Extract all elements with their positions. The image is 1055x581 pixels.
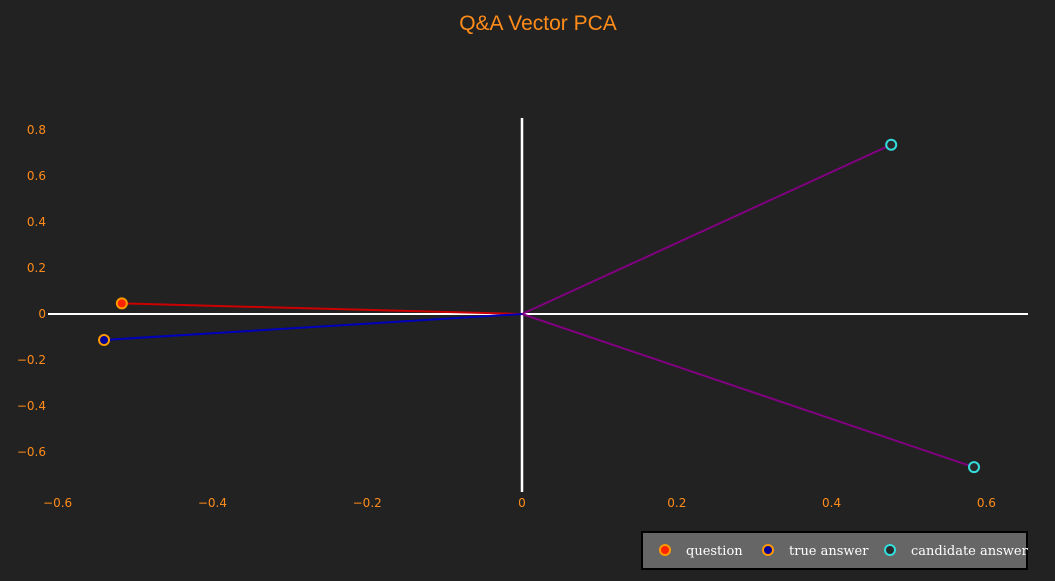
y-tick-label: 0 [38,307,46,321]
y-tick-label: 0.2 [27,261,46,275]
y-tick-label: −0.6 [17,445,46,459]
x-tick-label: 0.6 [977,496,996,510]
axes [48,118,1028,492]
x-tick-label: −0.2 [353,496,382,510]
vector-lines [103,143,975,469]
y-tick-label: 0.4 [27,215,46,229]
question-vector [121,302,523,315]
vector-markers [98,138,981,474]
x-tick-label: −0.6 [43,496,72,510]
true-answer-vector [103,313,523,341]
x-tick-label: 0.2 [667,496,686,510]
legend-marker [659,544,671,556]
candidate-answer-vector [521,143,892,315]
legend-marker [884,544,896,556]
legend-item-candidate-answer[interactable]: candidate answer [884,544,1029,559]
tick-labels: −0.6 −0.4 −0.2 0 0.2 0.4 0.6 0.8 0.6 0.4 0.2 0 −0.2 −… [17,123,996,510]
legend-label: question [686,544,743,559]
true-answer-point[interactable] [98,333,111,346]
candidate-answer-point[interactable] [885,138,898,151]
candidate-answer-point[interactable] [968,461,981,474]
legend-item-true-answer[interactable]: true answer [762,544,869,559]
legend-item-question[interactable]: question [659,544,743,559]
legend-marker [762,544,774,556]
y-tick-label: 0.8 [27,123,46,137]
chart-title: Q&A Vector PCA [459,12,617,35]
y-tick-label: −0.4 [17,399,46,413]
question-point[interactable] [115,297,128,310]
legend-box [641,531,1028,570]
x-tick-label: −0.4 [198,496,227,510]
y-tick-label: 0.6 [27,169,46,183]
legend[interactable]: question true answer candidate answer [641,531,1029,570]
candidate-answer-vector [521,313,975,469]
x-tick-label: 0.4 [822,496,841,510]
legend-label: true answer [789,544,869,559]
y-tick-label: −0.2 [17,353,46,367]
x-tick-label: 0 [518,496,526,510]
legend-label: candidate answer [911,544,1029,559]
